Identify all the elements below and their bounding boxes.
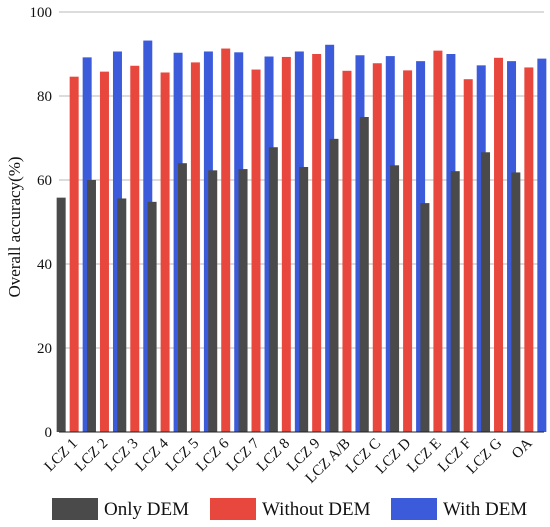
bar [463, 79, 473, 432]
legend-swatch [391, 498, 437, 520]
bar [177, 163, 187, 432]
bar [372, 63, 382, 433]
bar [86, 180, 96, 432]
bar [433, 50, 443, 432]
x-tick-label: LCZ E [404, 436, 444, 476]
legend-label: Without DEM [262, 499, 371, 520]
bar [69, 76, 79, 433]
x-tick-label: LCZ 1 [42, 436, 81, 475]
bar [208, 170, 218, 432]
bars [56, 40, 547, 433]
y-tick-label: 40 [37, 257, 52, 273]
legend-label: With DEM [443, 499, 527, 520]
x-tick-label: LCZ 6 [193, 435, 233, 475]
x-tick-label: OA [509, 435, 536, 462]
bar [342, 70, 352, 433]
bar [251, 69, 261, 432]
bar [420, 203, 430, 432]
x-tick-label: LCZ 7 [224, 435, 264, 475]
x-tick-label: LCZ 3 [102, 436, 141, 475]
bar [56, 197, 66, 432]
bar [359, 117, 369, 432]
y-tick-labels: 0 20 40 60 80 100 [30, 5, 53, 441]
bar [312, 54, 322, 432]
bar [147, 201, 157, 432]
y-tick-label: 100 [30, 5, 53, 21]
bar [390, 165, 400, 433]
bar [524, 67, 534, 432]
bar [160, 72, 170, 432]
x-tick-label: LCZ 2 [72, 436, 111, 475]
x-tick-label: LCZ 4 [133, 435, 173, 475]
bar [450, 171, 460, 432]
legend: Only DEM Without DEM With DEM [52, 498, 527, 520]
bar [117, 198, 127, 432]
y-tick-label: 0 [45, 425, 53, 441]
x-tick-label: LCZ 5 [163, 436, 202, 475]
legend-swatch [52, 498, 98, 520]
y-axis-title: Overall accuracy(%) [5, 156, 24, 297]
bar [238, 169, 248, 432]
y-tick-label: 80 [37, 89, 52, 105]
bar [130, 65, 140, 432]
bar [299, 166, 309, 433]
x-tick-label: LCZ G [464, 435, 506, 477]
bar [221, 48, 231, 432]
bar [190, 62, 200, 433]
y-tick-label: 20 [37, 341, 52, 357]
legend-swatch [210, 498, 256, 520]
bar [481, 152, 491, 432]
bar [403, 70, 413, 432]
bar [511, 172, 521, 432]
bar [281, 56, 291, 432]
bar [494, 57, 504, 432]
legend-label: Only DEM [104, 499, 189, 520]
bar [537, 58, 547, 433]
bar [99, 71, 109, 432]
x-tick-label: LCZ D [373, 435, 415, 477]
bar [268, 147, 278, 433]
y-tick-label: 60 [37, 173, 52, 189]
x-tick-label: LCZ 8 [254, 436, 293, 475]
bar [329, 138, 339, 432]
